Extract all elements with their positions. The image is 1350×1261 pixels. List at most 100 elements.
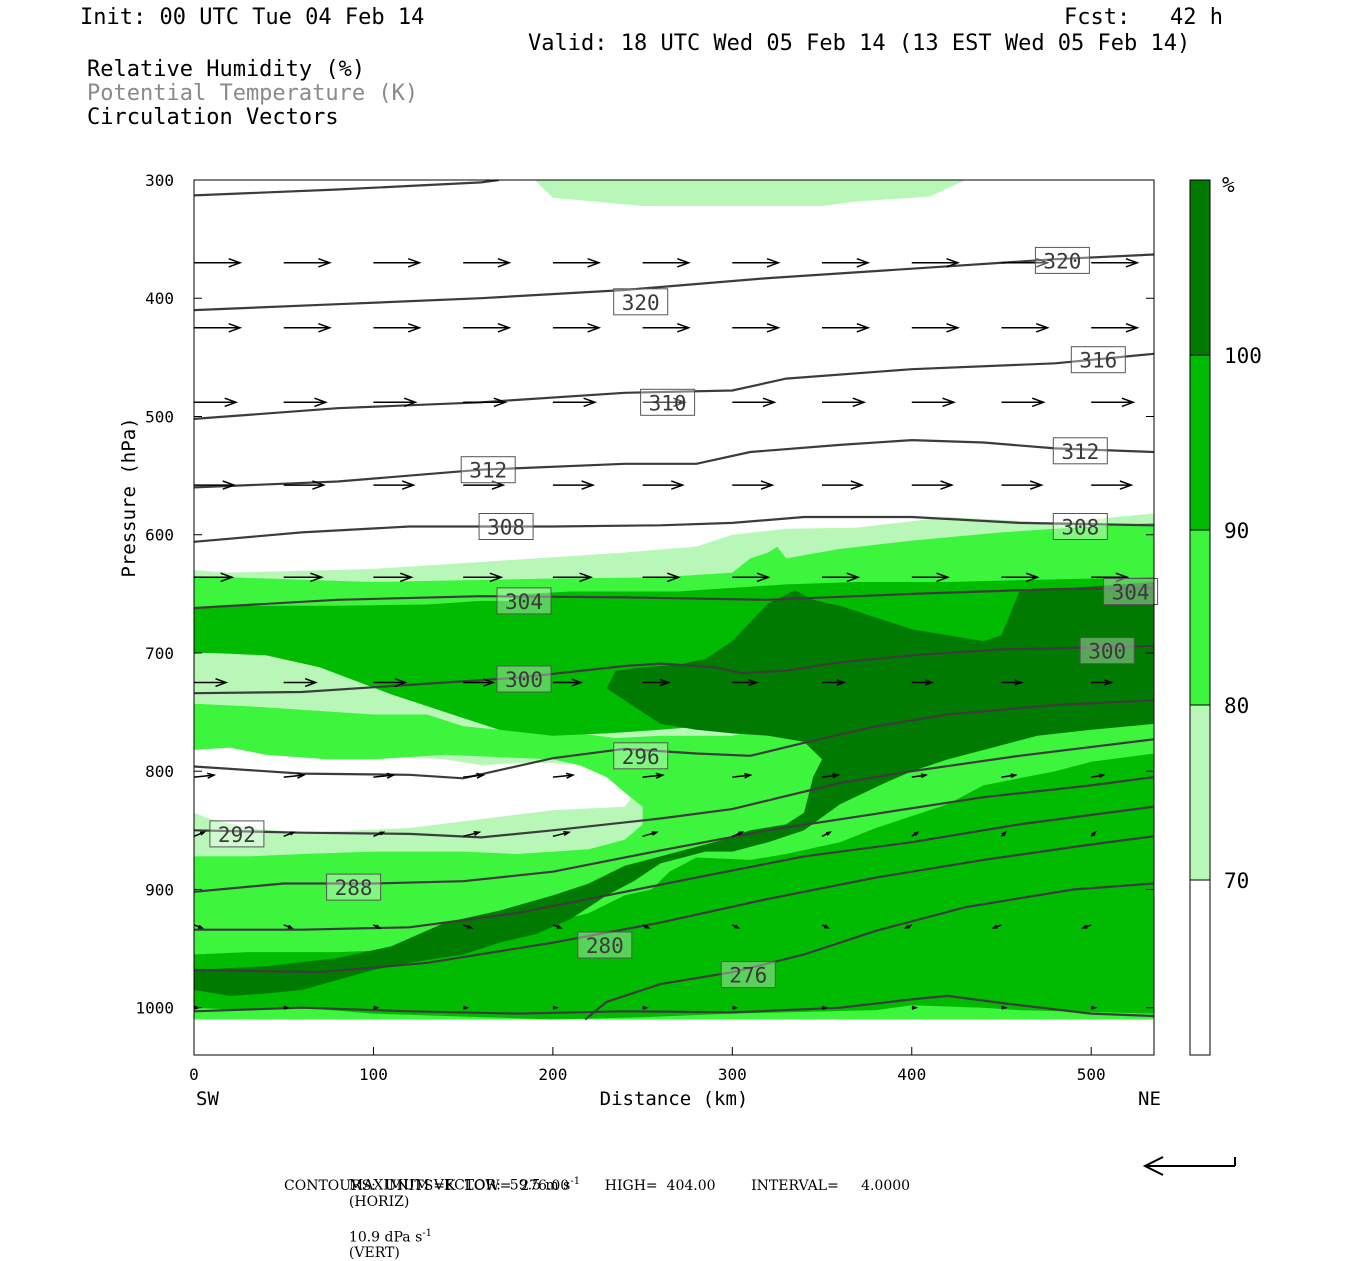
isentrope-label-text: 316	[1079, 349, 1117, 373]
forecast-hour: Fcst: 42 h	[1064, 5, 1223, 30]
vector-head-4-3	[489, 572, 504, 583]
isentrope-line-6	[194, 515, 1154, 543]
max-vector-exponent: -1	[570, 1176, 581, 1187]
vector-head-8-4	[556, 924, 563, 929]
vector-head-1-8	[946, 322, 960, 333]
vector-head-6-2	[386, 772, 396, 779]
isentrope-label-280: 280	[577, 931, 633, 959]
vector-head-2-3	[493, 397, 508, 408]
colorbar: 100 90 80 70%	[1189, 173, 1262, 1056]
vector-head-6-10	[1098, 773, 1106, 778]
vector-head-5-5	[659, 678, 671, 687]
isentrope-label-box	[1103, 578, 1159, 605]
isentrope-line-8	[194, 586, 1154, 610]
x-tick-label-0: 0	[189, 1065, 199, 1084]
rh-fill-layer	[194, 180, 1154, 1020]
vector-head-7-10	[1091, 830, 1097, 837]
max-vector-vert: (VERT)	[348, 1245, 400, 1261]
x-end-label: NE	[1138, 1088, 1161, 1110]
vector-head-0-2	[407, 257, 422, 268]
isentrope-label-layer: 320 320 316 310 312 312 308 308 304 304 300 300 296 2…	[209, 246, 1159, 989]
vector-head-4-0	[220, 572, 235, 583]
vector-head-4-1	[310, 572, 324, 583]
vector-head-3-4	[581, 480, 596, 490]
isentrope-label-276: 276	[720, 961, 776, 989]
x-tick-label-400: 400	[897, 1065, 926, 1084]
isentrope-label-text: 320	[1043, 249, 1081, 273]
vector-head-3-8	[940, 480, 954, 490]
vector-head-9-9	[1001, 1005, 1008, 1010]
vector-head-2-9	[1031, 397, 1046, 408]
isentrope-label-text: 308	[487, 516, 525, 540]
isentrope-label-text: 312	[469, 459, 507, 483]
vector-head-5-2	[394, 677, 408, 688]
vector-head-7-2	[379, 831, 386, 836]
vector-head-1-5	[677, 322, 691, 333]
isentrope-line-10	[194, 644, 1154, 695]
vector-head-3-1	[312, 480, 326, 490]
vector-head-3-7	[850, 480, 865, 490]
isentrope-label-box	[326, 873, 382, 901]
vector-head-4-10	[1115, 572, 1130, 583]
isentrope-label-304: 304	[496, 587, 552, 615]
isentrope-label-text: 296	[622, 745, 660, 769]
vector-head-3-0	[222, 480, 237, 490]
vector-head-2-10	[1121, 397, 1136, 408]
vector-shaft-6-2	[373, 774, 394, 778]
isentrope-line-13	[194, 738, 1154, 839]
vector-head-7-9	[1001, 830, 1008, 837]
vector-head-0-6	[766, 257, 781, 268]
vector-head-3-9	[1029, 480, 1044, 490]
isentrope-label-304: 304	[1103, 578, 1159, 605]
vector-head-6-0	[207, 772, 217, 779]
vector-head-1-4	[587, 322, 602, 333]
isentrope-label-box	[496, 665, 552, 693]
isentrope-label-box	[1052, 513, 1108, 540]
vector-head-7-4	[563, 830, 572, 837]
y-tick-label-600: 600	[145, 526, 174, 545]
vector-head-1-9	[1035, 322, 1050, 333]
isentrope-label-text: 300	[505, 668, 543, 692]
isentrope-line-14	[194, 776, 1154, 893]
y-tick-label-700: 700	[145, 644, 174, 663]
isentrope-label-text: 308	[1061, 516, 1099, 540]
vector-head-8-6	[734, 924, 741, 929]
x-tick-label-200: 200	[538, 1065, 567, 1084]
vector-head-1-6	[766, 322, 781, 333]
isentrope-label-box	[1079, 637, 1135, 665]
valid-time: Valid: 18 UTC Wed 05 Feb 14 (13 EST Wed …	[528, 31, 1191, 56]
isentrope-label-box	[613, 288, 669, 316]
isentrope-label-312: 312	[1052, 437, 1108, 465]
isentrope-label-text: 292	[218, 823, 256, 847]
isentrope-label-box	[720, 961, 776, 989]
isentrope-label-box	[496, 587, 552, 615]
vector-head-9-1	[283, 1005, 290, 1010]
vector-head-1-10	[1125, 322, 1140, 333]
isentrope-label-box	[1070, 346, 1126, 374]
colorbar-swatch-3	[1190, 705, 1210, 880]
legend-relative-humidity: Relative Humidity (%)	[87, 57, 366, 82]
isentrope-label-text: 312	[1061, 440, 1099, 464]
colorbar-swatch-0	[1190, 180, 1210, 355]
vector-shaft-6-7	[821, 774, 839, 778]
vector-head-4-4	[579, 572, 594, 583]
vector-head-4-5	[667, 572, 681, 583]
theta-isentrope-layer	[194, 180, 1154, 1021]
vector-head-1-7	[856, 322, 871, 333]
isentrope-label-296: 296	[613, 742, 669, 770]
vector-head-8-9	[991, 924, 998, 929]
vector-shaft-6-0	[194, 774, 215, 778]
vector-head-0-1	[318, 257, 332, 268]
vector-head-8-1	[287, 924, 294, 929]
vector-head-0-4	[587, 257, 602, 268]
vector-head-1-1	[318, 322, 332, 333]
vector-head-5-3	[483, 678, 496, 687]
vector-head-2-2	[403, 397, 418, 408]
isentrope-label-316: 316	[1070, 346, 1126, 374]
vector-head-4-9	[1025, 572, 1040, 583]
vector-head-1-2	[407, 322, 422, 333]
vector-head-5-8	[924, 679, 934, 686]
vector-head-0-8	[946, 257, 960, 268]
vector-head-0-10	[1125, 257, 1140, 268]
isentrope-label-box	[613, 742, 669, 770]
